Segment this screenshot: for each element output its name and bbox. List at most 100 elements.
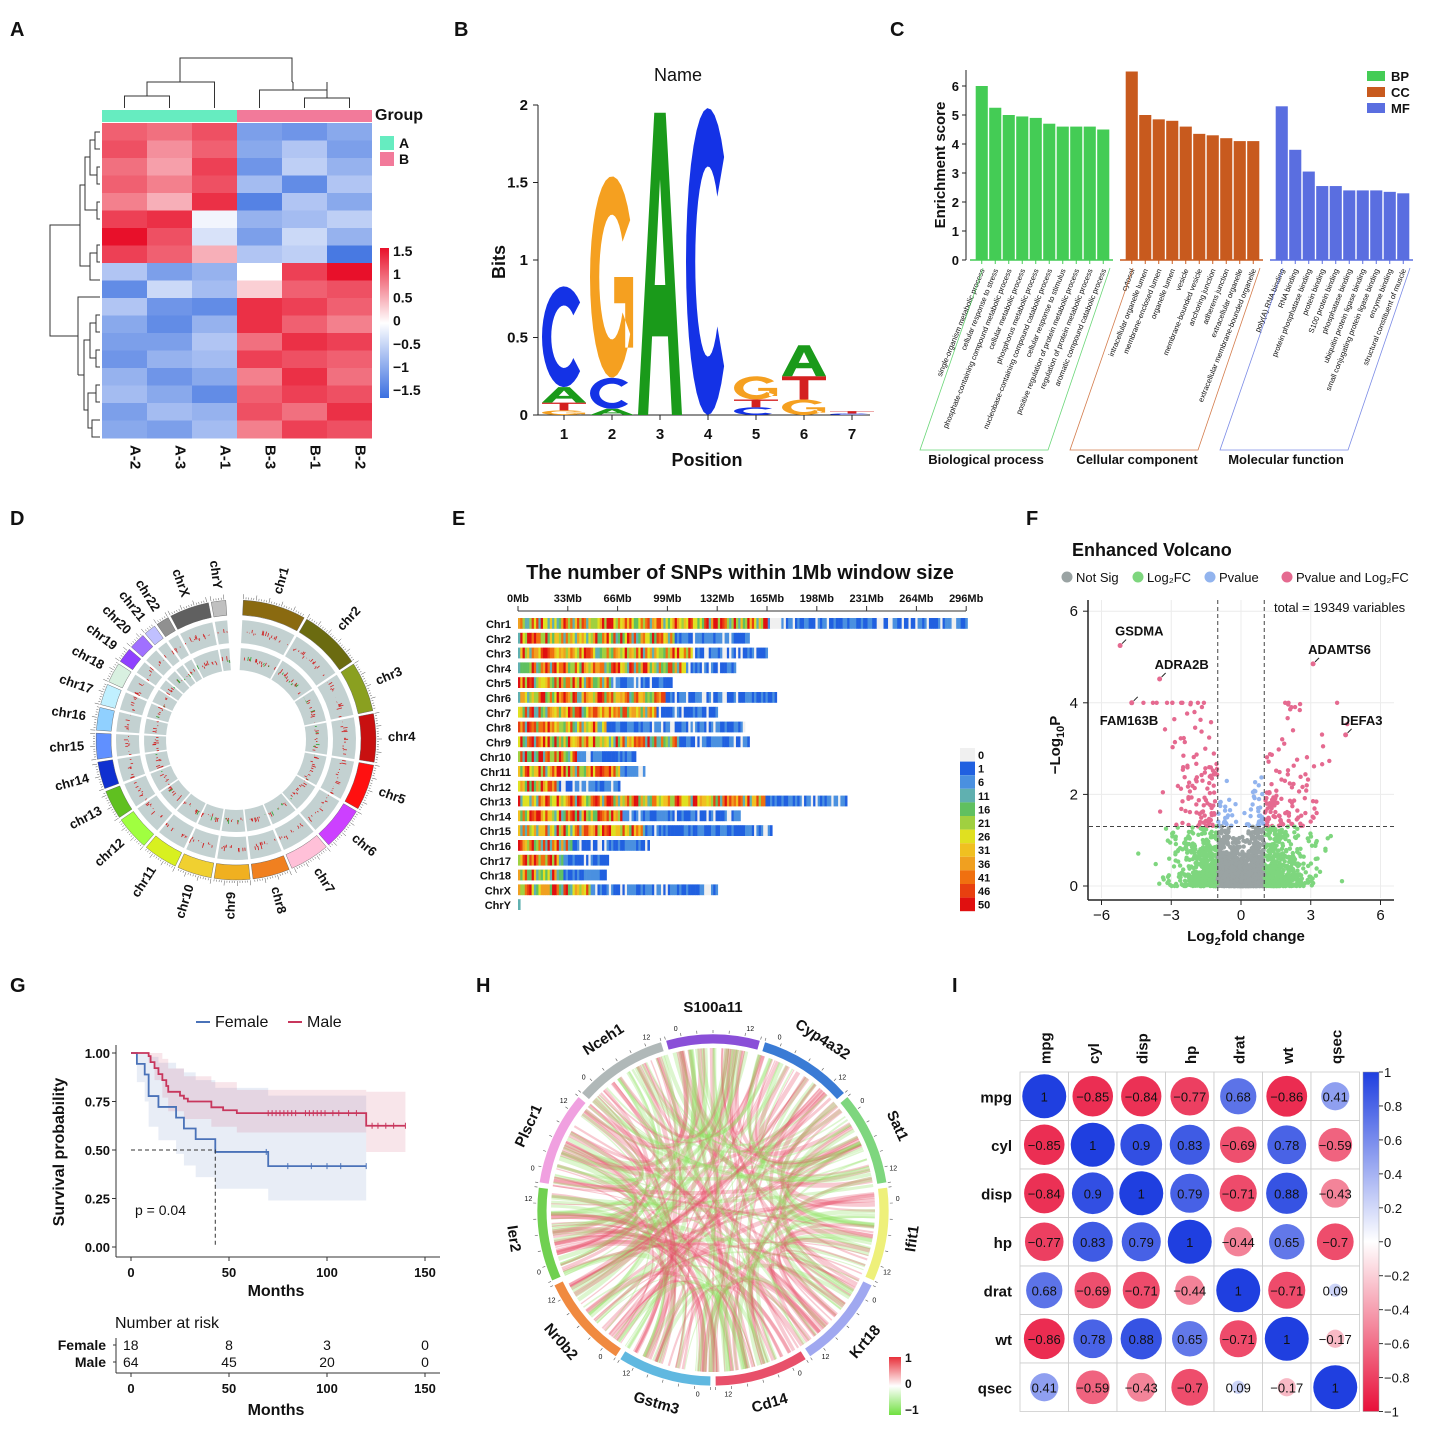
heatmap-cell xyxy=(327,298,372,316)
legend-swatch xyxy=(1367,71,1385,81)
density-cell xyxy=(731,810,734,822)
density-cell xyxy=(713,692,716,703)
track-spike xyxy=(215,817,217,823)
density-cell xyxy=(785,795,789,807)
density-cell xyxy=(586,647,589,659)
density-cell xyxy=(520,677,523,688)
density-cell xyxy=(651,677,655,688)
density-cell xyxy=(649,677,653,688)
track-spike xyxy=(169,786,172,789)
group-bar-cell xyxy=(147,110,192,122)
density-cell xyxy=(554,662,557,674)
chromosome-tick xyxy=(100,783,103,786)
density-cell xyxy=(574,840,578,851)
density-cell xyxy=(681,884,685,896)
density-cell xyxy=(565,840,569,851)
density-cell xyxy=(794,795,798,807)
density-cell xyxy=(533,647,537,659)
density-cell xyxy=(565,854,569,866)
track-spike xyxy=(152,808,154,810)
data-point xyxy=(1319,732,1325,737)
chromosome-tick xyxy=(310,859,312,862)
heatmap-cell xyxy=(327,210,372,229)
density-cell xyxy=(570,721,573,733)
chromosome-tick xyxy=(137,842,140,845)
density-cell xyxy=(731,721,734,733)
track-spike xyxy=(297,650,300,653)
chromosome-tick xyxy=(99,695,102,698)
chromosome-tick xyxy=(318,853,321,856)
data-point xyxy=(1285,715,1290,721)
density-cell xyxy=(549,692,553,703)
density-cell xyxy=(615,662,619,674)
chromosome-tick xyxy=(123,650,126,653)
track-spike xyxy=(130,762,134,765)
density-cell xyxy=(570,810,573,822)
density-cell xyxy=(565,736,569,748)
data-point xyxy=(1150,700,1156,705)
density-cell xyxy=(633,721,637,733)
density-cell xyxy=(692,647,696,659)
density-cell xyxy=(599,706,603,718)
track-outer xyxy=(285,636,336,686)
track-spike xyxy=(325,800,328,803)
density-cell xyxy=(570,766,573,777)
chromosome-label: Chr8 xyxy=(486,723,511,735)
density-cell xyxy=(713,647,716,659)
data-point xyxy=(1241,838,1246,843)
data-point xyxy=(1212,799,1218,804)
density-cell xyxy=(704,632,707,644)
chromosome-tick xyxy=(122,653,125,655)
chromosome-tick xyxy=(309,617,311,620)
heatmap-cell xyxy=(237,263,282,281)
density-cell xyxy=(701,825,705,836)
density-cell xyxy=(533,632,537,644)
density-cell xyxy=(613,810,616,822)
data-point xyxy=(1217,844,1222,850)
density-cell xyxy=(692,618,696,629)
density-cell xyxy=(676,618,680,629)
logo-letter-a xyxy=(542,387,586,403)
density-cell xyxy=(595,751,598,762)
density-cell xyxy=(556,692,560,703)
track-outer xyxy=(317,674,354,720)
density-cell xyxy=(558,721,562,733)
density-cell xyxy=(520,840,523,851)
density-cell xyxy=(547,766,551,777)
density-cell xyxy=(597,854,601,866)
density-cell xyxy=(579,736,582,748)
density-cell xyxy=(586,677,589,688)
density-cell xyxy=(549,618,553,629)
density-cell xyxy=(704,810,707,822)
density-cell xyxy=(549,721,553,733)
data-point xyxy=(1250,802,1255,807)
track-spike xyxy=(147,801,150,804)
y-tick-label: 6 xyxy=(952,79,959,94)
density-cell xyxy=(615,736,619,748)
density-cell xyxy=(552,854,555,866)
density-cell xyxy=(615,840,619,851)
chromosome-label: Chr2 xyxy=(486,634,511,646)
colorbar-tick-label: 1 xyxy=(393,266,401,282)
density-cell xyxy=(520,810,523,822)
density-cell xyxy=(901,618,905,629)
density-cell xyxy=(599,766,603,777)
density-cell xyxy=(558,840,562,851)
density-cell xyxy=(735,647,739,659)
track-spike xyxy=(311,713,316,716)
density-cell xyxy=(720,795,723,807)
track-spike xyxy=(307,702,311,705)
data-point xyxy=(1205,786,1210,791)
density-cell xyxy=(592,736,596,748)
track-spike xyxy=(254,846,256,850)
chromosome-tick xyxy=(179,605,183,610)
track-spike xyxy=(262,631,265,636)
density-cell xyxy=(676,884,680,896)
density-cell xyxy=(583,618,587,629)
density-cell xyxy=(674,884,678,896)
density-cell xyxy=(819,795,823,807)
chromosome-tick xyxy=(149,853,153,858)
density-cell xyxy=(640,884,644,896)
density-cell xyxy=(772,692,775,703)
track-spike xyxy=(211,661,213,664)
